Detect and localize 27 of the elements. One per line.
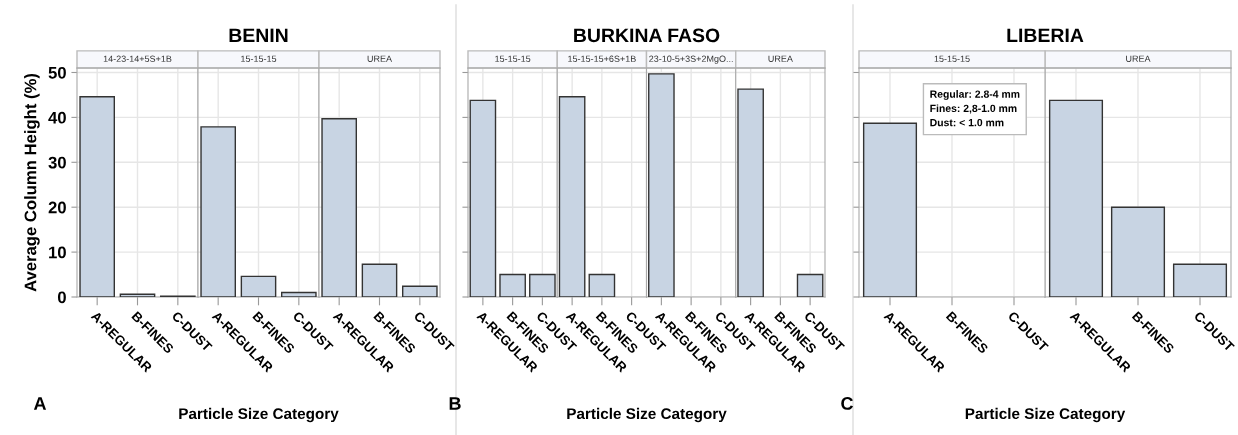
- chart-subtitle: UREA: [367, 55, 393, 62]
- chart-subtitle: UREA: [1126, 55, 1151, 62]
- y-tick-label: 10: [49, 246, 66, 259]
- chart-subtitle: 15-15-15: [495, 55, 531, 62]
- x-axis-title: Particle Size Category: [179, 407, 339, 423]
- chart-subtitle: 23-10-5+3S+2MgO...: [649, 55, 733, 64]
- text: A: [33, 397, 47, 410]
- y-tick-label: 30: [48, 156, 66, 169]
- y-tick-label: 0: [57, 291, 66, 304]
- chart-title: BURKINA FASO: [574, 28, 720, 43]
- chart-subtitle: 15-15-15+6S+1B: [568, 55, 636, 62]
- y-tick-label: 40: [48, 111, 66, 124]
- chart-subtitle: UREA: [768, 55, 793, 62]
- bar: [79, 96, 116, 297]
- text: B: [449, 397, 461, 410]
- chart-title: BENIN: [229, 28, 288, 43]
- chart-subtitle: 15-15-15: [241, 55, 277, 62]
- y-tick-label: 20: [48, 201, 66, 214]
- chart-subtitle: 15-15-15: [934, 55, 970, 62]
- x-axis-title: Particle Size Category: [567, 407, 727, 423]
- annotation: Regular: 2.8-4 mm Fines: 2,8-1.0 mm Dust: < 1.0 mm: [930, 90, 1020, 127]
- x-axis-title: Particle Size Category: [965, 407, 1126, 423]
- chart-subtitle: 14-23-14+5S+1B: [103, 55, 172, 62]
- chart-title: LIBERIA: [1007, 28, 1084, 43]
- y-tick-label: 50: [48, 66, 66, 79]
- text: C: [841, 397, 854, 410]
- y-axis-title: Average Column Height (%): [24, 73, 40, 292]
